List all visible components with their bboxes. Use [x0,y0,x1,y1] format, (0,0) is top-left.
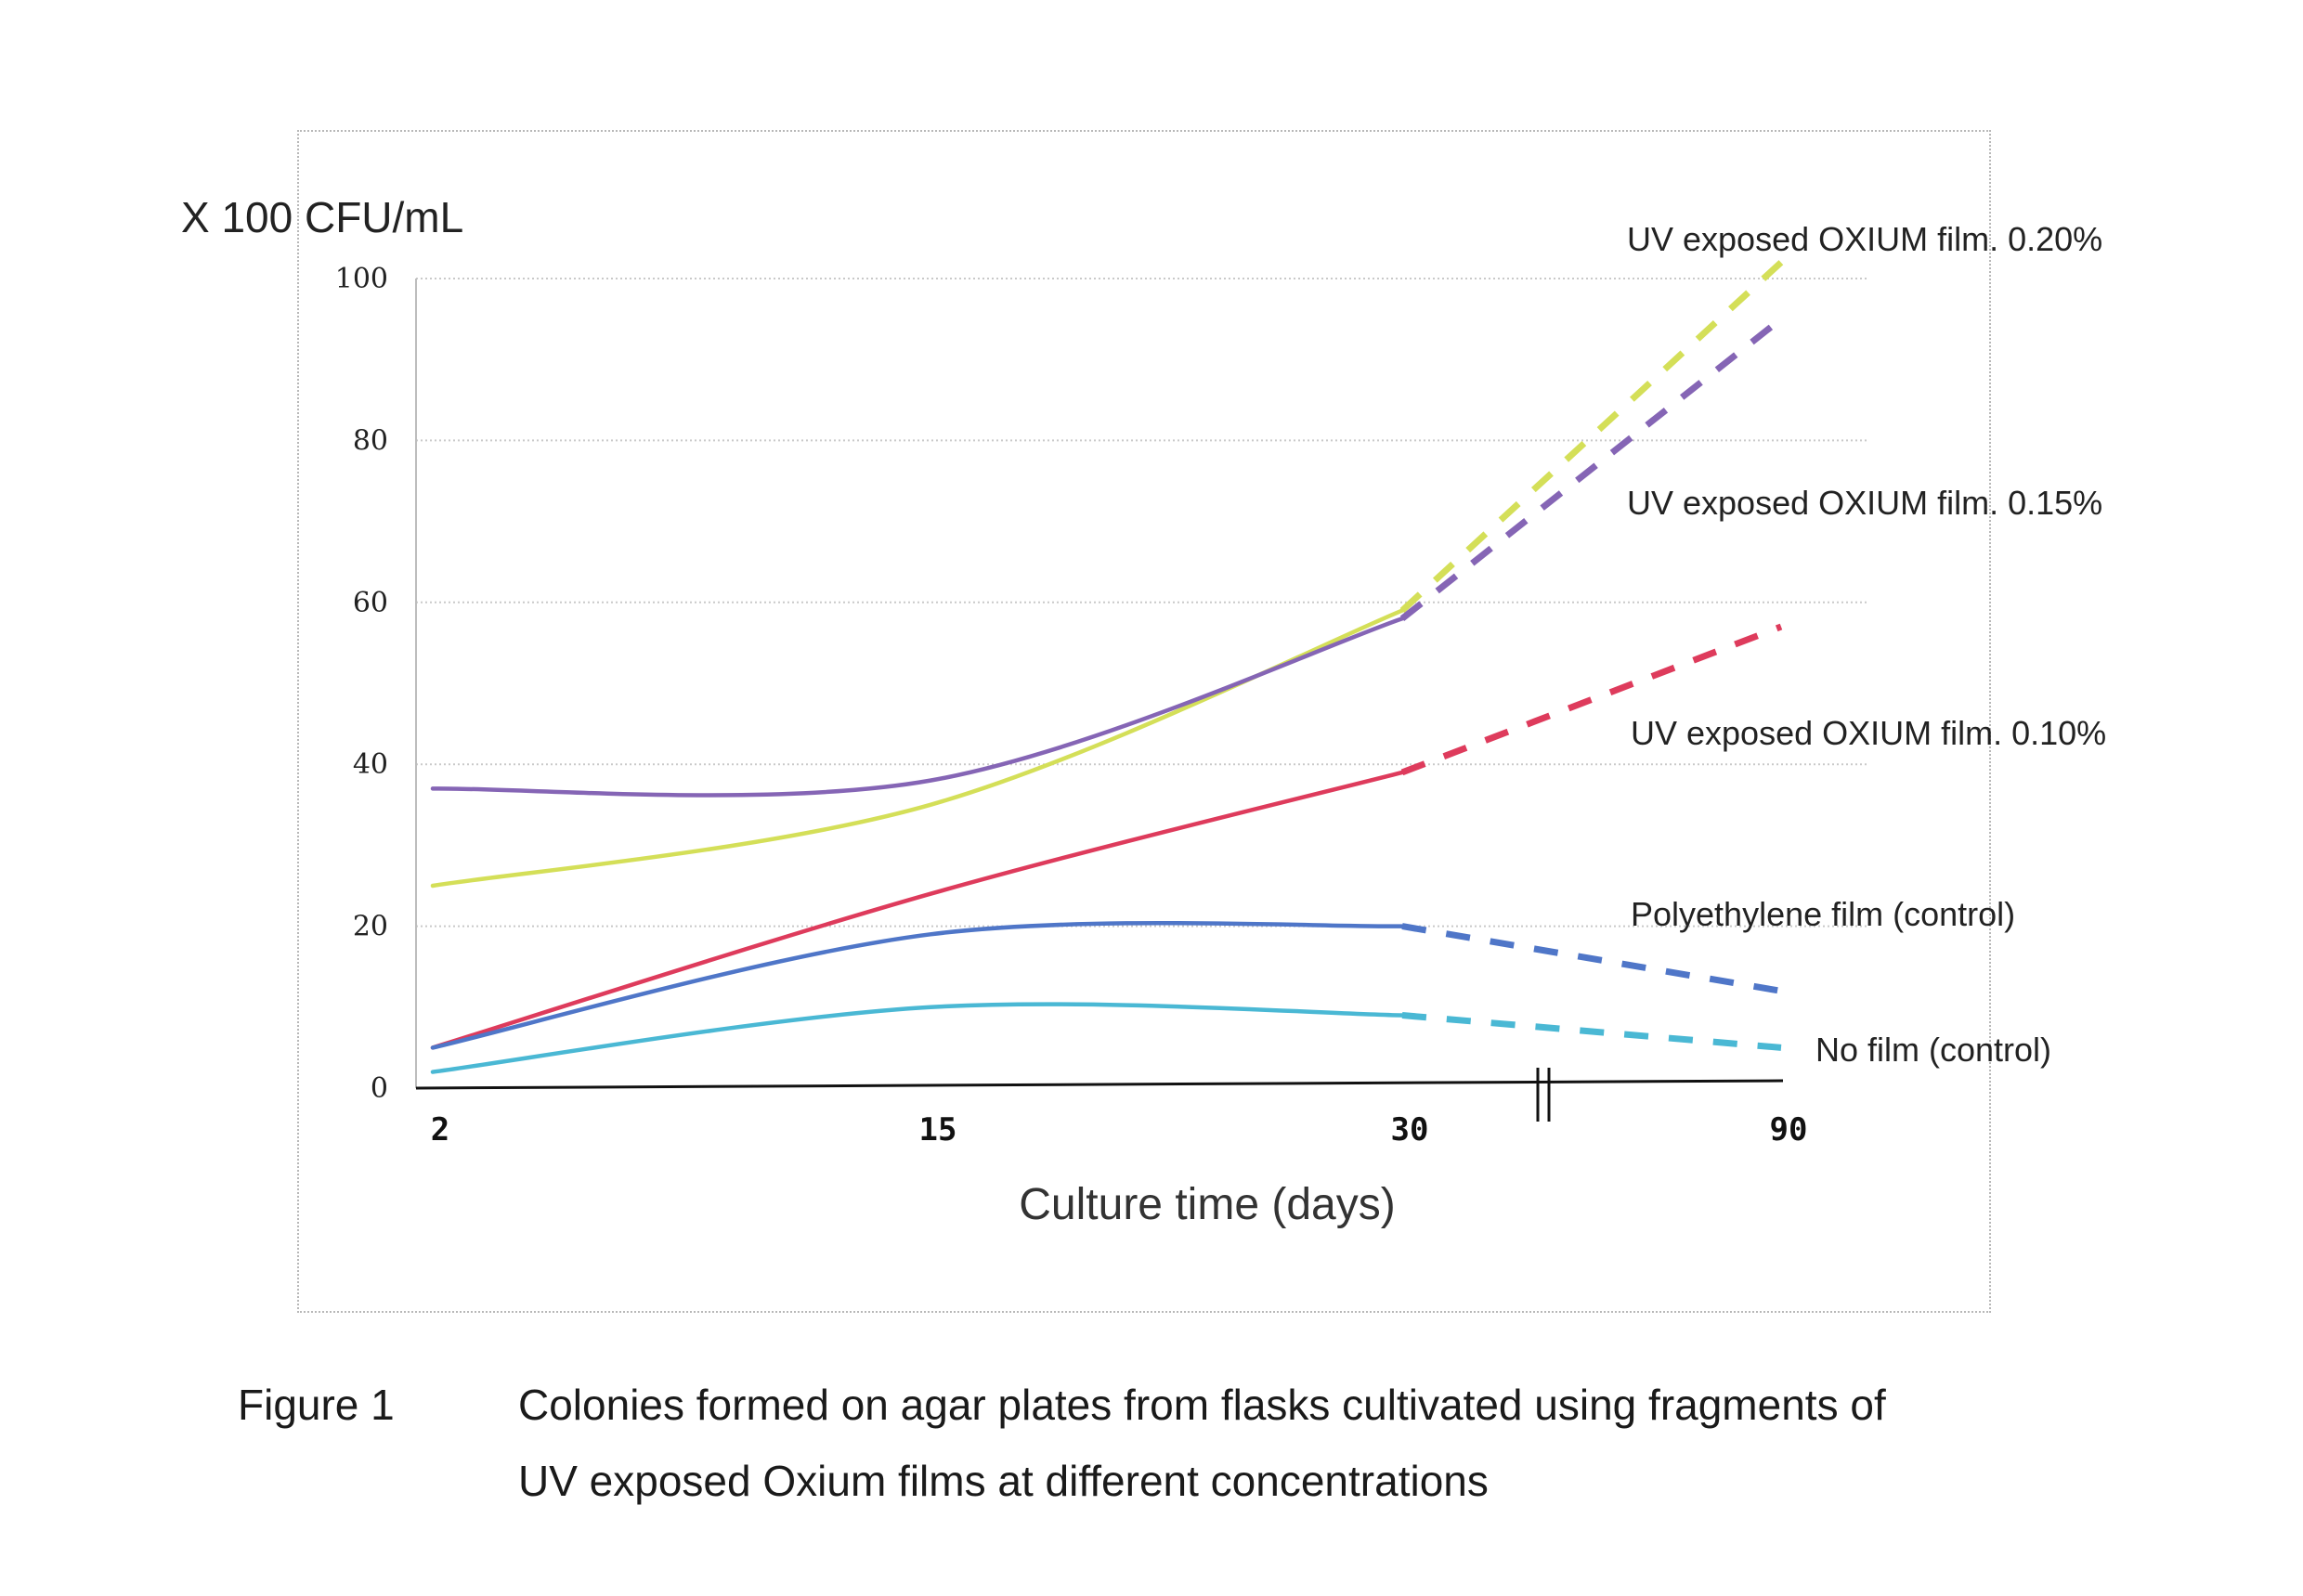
x-axis-line [415,1079,1784,1090]
y-tick-label: 40 [353,748,388,781]
series-line-solid [430,770,1405,1050]
series-line-projection [1400,623,1783,776]
series-line-solid [430,608,1405,889]
series-line-projection [1399,316,1784,621]
caption-line-1: Colonies formed on agar plates from flas… [518,1381,1886,1429]
series-lines [430,259,1784,1074]
series-label: UV exposed OXIUM film. 0.15% [1627,484,2102,522]
series-line-solid [430,1002,1405,1074]
x-tick-label: 30 [1391,1111,1429,1148]
gridlines [416,278,1867,928]
series-label: UV exposed OXIUM film. 0.10% [1631,714,2106,752]
y-tick-label: 60 [353,587,388,619]
series-label: UV exposed OXIUM film. 0.20% [1627,220,2102,258]
y-tick-label: 20 [353,911,388,943]
series-line-solid [430,920,1405,1050]
series-line-projection [1401,1012,1782,1051]
y-tick-label: 0 [371,1072,388,1105]
y-axis-title: X 100 CFU/mL [181,193,463,241]
y-tick-label: 100 [335,263,388,295]
x-axis-title: Culture time (days) [1019,1180,1395,1229]
y-tick-label: 80 [353,424,388,457]
caption-line-2: UV exposed Oxium films at different conc… [518,1457,1489,1505]
x-tick-label: 90 [1770,1111,1808,1148]
axes: 0 20 40 60 80 100 2 15 30 90 [335,263,1808,1148]
chart-frame [297,130,1991,1313]
x-tick-label: 2 [431,1111,449,1148]
series-labels: UV exposed OXIUM film. 0.20% UV exposed O… [1627,220,2106,1069]
figure-label: Figure 1 [238,1381,395,1429]
x-tick-label: 15 [919,1111,957,1148]
series-label: Polyethylene film (control) [1631,895,2015,933]
series-line-projection [1399,259,1784,614]
figure-caption: Colonies formed on agar plates from flas… [518,1367,2190,1519]
series-line-solid [430,616,1405,798]
series-line-projection [1401,923,1782,994]
series-label: No film (control) [1815,1031,2051,1069]
